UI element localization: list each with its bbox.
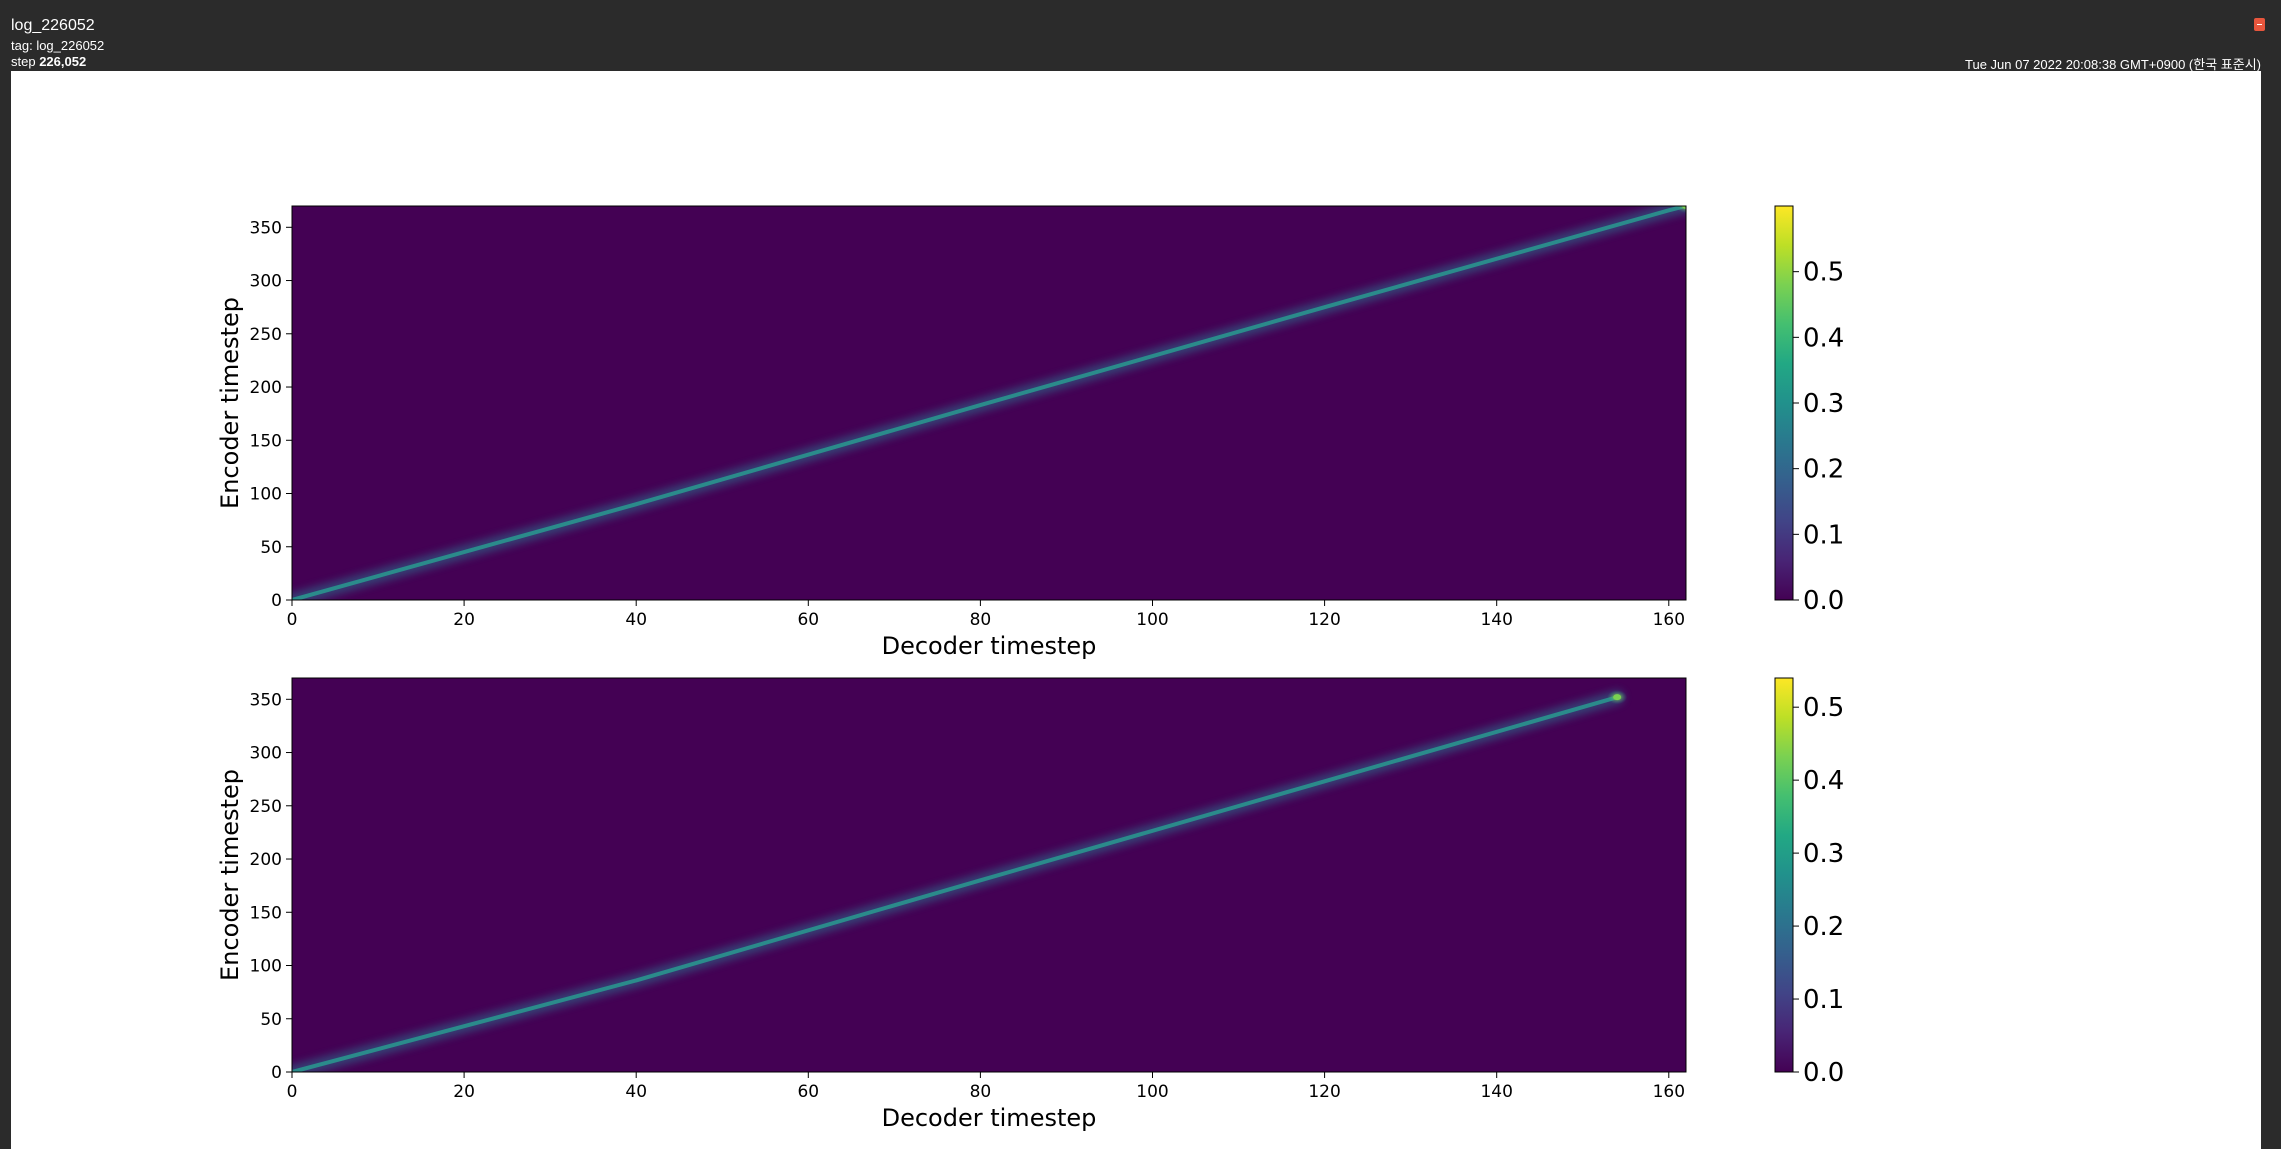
alignment-layer: [292, 206, 1686, 600]
alignment-figure: 0 20 40 60 80 100 120 140 1600501001502002503003…: [216, 205, 1844, 1132]
y-tick-label: 0: [271, 591, 282, 611]
tag-value: log_226052: [36, 38, 105, 53]
x-tick-label: 60: [797, 610, 819, 630]
y-tick-label: 350: [250, 218, 282, 238]
x-tick-label: 80: [970, 610, 992, 630]
attention-plot-2: 0 20 40 60 80 100 120 140 160 0 50 100 150 200 250 300 3…: [216, 677, 1844, 1132]
figure-canvas: 0 20 40 60 80 100 120 140 160 0 50 100 150 200 250 300 3…: [11, 71, 2261, 1149]
alignment-end-point: [1613, 694, 1622, 701]
y-tick-label: 200: [250, 850, 282, 870]
tag-label: tag:: [11, 38, 33, 53]
colorbar-tick-label: 0.3: [1803, 839, 1844, 869]
x-tick-label: 140: [1480, 1082, 1512, 1102]
colorbar-tick-label: 0.1: [1803, 985, 1844, 1015]
x-tick-label: 140: [1480, 610, 1512, 630]
x-tick-label: 40: [625, 1082, 647, 1102]
colorbar-tick-label: 0.5: [1803, 693, 1844, 723]
run-step: step 226,052: [11, 54, 86, 69]
colorbar-gradient: [1774, 205, 1794, 601]
plot-frame: [291, 677, 1687, 1073]
colorbar-tick-label: 0.4: [1803, 323, 1844, 353]
run-name: log_226052: [11, 17, 95, 34]
x-tick-label: 0: [287, 610, 298, 630]
y-tick-label: 200: [250, 378, 282, 398]
colorbar: 0.0 0.1 0.2 0.3 0.4 0.5: [1774, 677, 1844, 1088]
y-axis-label: Encoder timestep: [216, 297, 244, 509]
x-tick-label: 0: [287, 1082, 298, 1102]
y-tick-label: 50: [260, 538, 282, 558]
alignment-layer: [292, 690, 1628, 1072]
alignment-line: [292, 695, 1620, 1072]
close-icon[interactable]: [2254, 18, 2265, 31]
run-tag: tag: log_226052: [11, 38, 104, 53]
x-tick-label: 100: [1136, 610, 1168, 630]
colorbar-tick-label: 0.0: [1803, 586, 1844, 616]
x-tick-label: 100: [1136, 1082, 1168, 1102]
colorbar-tick-label: 0.2: [1803, 455, 1844, 485]
y-axis-label: Encoder timestep: [216, 769, 244, 981]
x-tick-label: 160: [1653, 610, 1685, 630]
colorbar-tick-label: 0.4: [1803, 766, 1844, 796]
x-axis-label: Decoder timestep: [882, 632, 1097, 660]
y-tick-label: 50: [260, 1010, 282, 1030]
colorbar: 0.0 0.1 0.2 0.3 0.4 0.5: [1774, 205, 1844, 616]
y-tick-label: 100: [250, 957, 282, 977]
colorbar-tick-label: 0.1: [1803, 520, 1844, 550]
colorbar-tick-label: 0.3: [1803, 389, 1844, 419]
y-tick-label: 150: [250, 431, 282, 451]
plot-frame: [291, 205, 1687, 601]
y-tick-label: 350: [250, 690, 282, 710]
colorbar-gradient: [1774, 677, 1794, 1073]
colorbar-tick-label: 0.0: [1803, 1058, 1844, 1088]
step-value: 226,052: [39, 54, 87, 69]
x-tick-label: 60: [797, 1082, 819, 1102]
colorbar-tick-label: 0.5: [1803, 258, 1844, 288]
y-tick-label: 250: [250, 797, 282, 817]
y-tick-label: 300: [250, 744, 282, 764]
attention-plot-1: 0 20 40 60 80 100 120 140 160 0 50 100 150 200 250 300 3…: [216, 205, 1844, 660]
x-axis-label: Decoder timestep: [882, 1104, 1097, 1132]
alignment-line: [292, 206, 1686, 600]
y-tick-label: 0: [271, 1063, 282, 1083]
x-tick-label: 80: [970, 1082, 992, 1102]
y-tick-label: 150: [250, 903, 282, 923]
x-tick-label: 120: [1308, 610, 1340, 630]
run-header: log_226052 tag: log_226052 step 226,052 …: [0, 0, 2281, 72]
colorbar-tick-label: 0.2: [1803, 912, 1844, 942]
x-tick-label: 40: [625, 610, 647, 630]
x-tick-label: 160: [1653, 1082, 1685, 1102]
y-tick-label: 100: [250, 485, 282, 505]
y-tick-label: 300: [250, 272, 282, 292]
alignment-end-point: [1682, 206, 1686, 209]
step-label: step: [11, 54, 36, 69]
x-tick-label: 20: [453, 610, 475, 630]
y-tick-label: 250: [250, 325, 282, 345]
x-tick-label: 20: [453, 1082, 475, 1102]
run-timestamp: Tue Jun 07 2022 20:08:38 GMT+0900 (한국 표준…: [1965, 57, 2261, 72]
x-tick-label: 120: [1308, 1082, 1340, 1102]
